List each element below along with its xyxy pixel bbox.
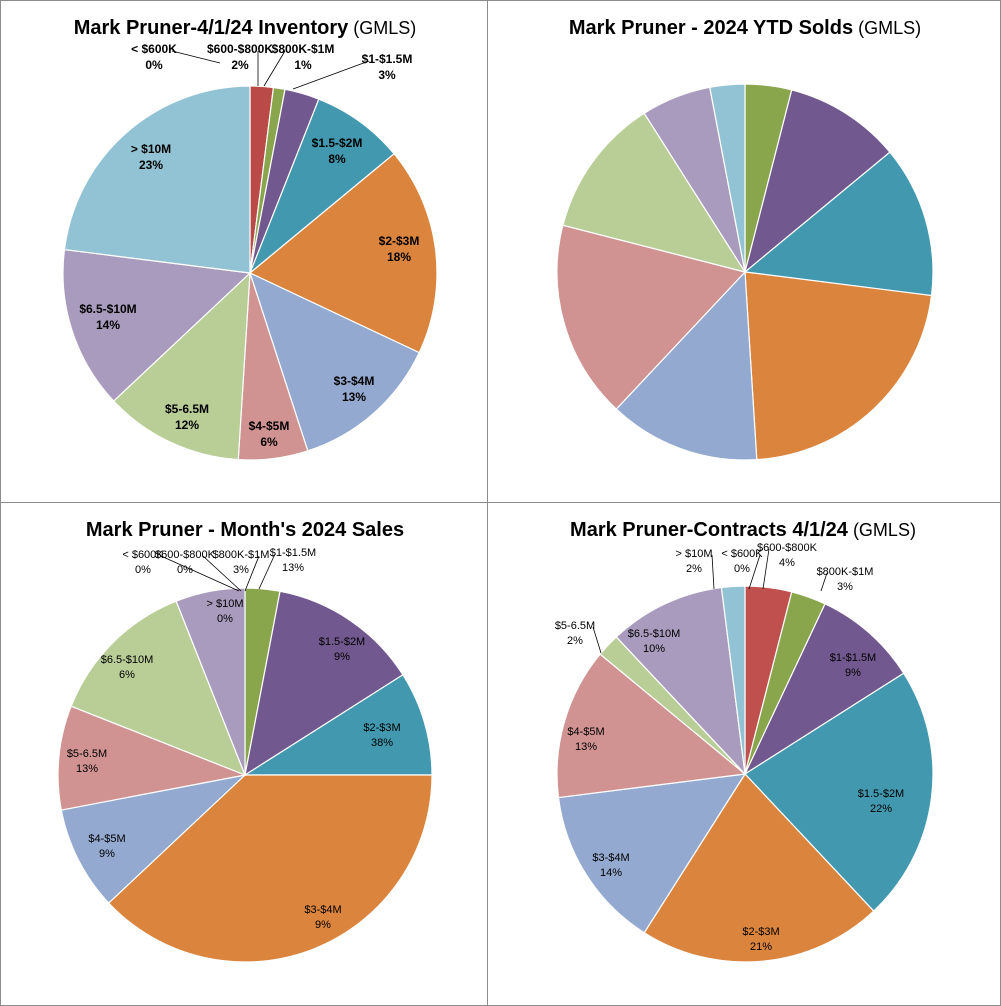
pie-slice-6-5-10m [62, 248, 252, 402]
pie-slice-5-6-5m [112, 271, 251, 461]
slice-label-2-3m: $2-$3M 21% [742, 926, 779, 953]
leader-line [748, 554, 761, 590]
pie-slice-1-1-5m [244, 590, 404, 777]
slice-label-800k-1m: $800K-$1M 1% [272, 42, 335, 72]
pie-slice-1-5-2m [743, 151, 934, 297]
pie-chart-contracts: Mark Pruner-Contracts 4/1/24 (GMLS) < $60… [555, 519, 934, 963]
leader-line [592, 626, 602, 654]
slice-label-600k: < $600K 0% [131, 42, 177, 72]
slice-label-1-5-2m: $1.5-$2M 22% [858, 788, 904, 815]
pie-slice-3-4m [557, 773, 747, 934]
slice-label-6-5-10m: $6.5-$10M 10% [628, 628, 681, 655]
chart-title: Mark Pruner-Contracts 4/1/24 (GMLS) [570, 519, 916, 541]
pie-slice-2-3m [107, 774, 433, 963]
slice-label-2-3m: $2-$3M 18% [379, 234, 420, 264]
slice-label-600-800k: $600-$800K 2% [207, 42, 273, 72]
pie-slice-2-3m [643, 773, 875, 963]
pie-slice-5-6-5m [562, 112, 747, 273]
pie-slice-4-5m [57, 705, 248, 811]
slice-label-1-1-5m: $1-$1.5M 3% [362, 52, 413, 82]
slice-label-5-6-5m: $5-6.5M 12% [165, 402, 209, 432]
pie-slice-3-4m [249, 271, 420, 452]
slice-label-600-800k: $600-$800K 0% [155, 549, 216, 576]
pie-slice-4-5m [556, 224, 747, 410]
chart-title: Mark Pruner - 2024 YTD Solds (GMLS) [569, 17, 921, 39]
slice-label-600k: < $600K 0% [122, 549, 164, 576]
chart-panel-month-sales: Mark Pruner - Month's 2024 Sales < $600K 0… [0, 502, 488, 1006]
pie-slice-1-5-2m [744, 672, 934, 912]
slice-label-1-5-2m: $1.5-$2M 8% [312, 136, 363, 166]
pie-slice-1-1-5m [743, 603, 905, 776]
leader-line [244, 555, 260, 592]
pie-slice-1-5-2m [249, 98, 395, 274]
pie-slice-2-3m [744, 271, 933, 461]
leader-line [820, 572, 828, 592]
leader-line [292, 60, 370, 90]
slice-label-3-4m: $3-$4M 13% [334, 374, 375, 404]
pie-slice-2-3m [248, 152, 438, 354]
pie-slice-1-1-5m [743, 89, 891, 274]
slice-label-10m: > $10M 0% [207, 598, 244, 625]
slice-label-1-5-2m: $1.5-$2M 9% [319, 636, 365, 663]
slice-label-4-5m: $4-$5M 6% [249, 419, 290, 449]
slice-label-6-5-10m: $6.5-$10M 6% [101, 654, 154, 681]
slice-label-10m: > $10M 2% [676, 548, 713, 575]
pie-slice-10m [709, 83, 746, 273]
chart-panel-ytd-solds: Mark Pruner - 2024 YTD Solds (GMLS)< $60… [487, 0, 1001, 503]
pie-slice-10m [720, 585, 746, 775]
slice-label-2-3m: $2-$3M 38% [363, 722, 400, 749]
slice-label-1-1-5m: $1-$1.5M 9% [830, 652, 876, 679]
pie-slice-6-5-10m [175, 587, 246, 776]
slice-label-600-800k: $600-$800K 4% [757, 542, 818, 569]
chart-title: Mark Pruner-4/1/24 Inventory (GMLS) [74, 17, 417, 39]
slice-label-3-4m: $3-$4M 9% [304, 904, 341, 931]
leader-line [263, 50, 286, 87]
slice-label-800k-1m: $800K-$1M 3% [817, 566, 874, 593]
pie-slice-1-5-2m [242, 673, 433, 776]
leader-line [258, 553, 276, 590]
pie-slice-6-5-10m [615, 586, 746, 776]
pie-slice-3-4m [60, 774, 247, 904]
pie-slice-3-4m [615, 270, 758, 461]
pie-chart-ytd-solds: Mark Pruner - 2024 YTD Solds (GMLS)< $60… [556, 17, 934, 461]
chart-title: Mark Pruner - Month's 2024 Sales [86, 519, 404, 541]
slice-label-4-5m: $4-$5M 9% [88, 833, 125, 860]
slice-label-6-5-10m: $6.5-$10M 14% [79, 302, 136, 332]
pie-chart-inventory: Mark Pruner-4/1/24 Inventory (GMLS) < $60… [62, 17, 438, 461]
leader-line [160, 555, 240, 592]
chart-panel-inventory: Mark Pruner-4/1/24 Inventory (GMLS) < $60… [0, 0, 488, 503]
slice-label-1-1-5m: $1-$1.5M 13% [270, 547, 316, 574]
pie-chart-month-sales: Mark Pruner - Month's 2024 Sales < $600K 0… [57, 519, 433, 963]
leader-line [762, 548, 770, 590]
slice-label-3-4m: $3-$4M 14% [592, 852, 629, 879]
pie-slice-4-5m [556, 653, 747, 799]
slice-label-600k: < $600K 0% [721, 548, 763, 575]
slice-label-10m: > $10M 23% [131, 142, 171, 172]
chart-panel-contracts: Mark Pruner-Contracts 4/1/24 (GMLS) < $60… [487, 502, 1001, 1006]
slice-label-4-5m: $4-$5M 13% [567, 726, 604, 753]
leader-line [171, 50, 221, 64]
pie-slice-10m [63, 85, 251, 274]
slice-label-5-6-5m: $5-6.5M 13% [67, 748, 107, 775]
slice-label-5-6-5m: $5-6.5M 2% [555, 620, 595, 647]
slice-label-800k-1m: $800K-$1M 3% [213, 549, 270, 576]
leader-line [202, 555, 242, 592]
leader-line [711, 554, 715, 590]
pie-slice-5-6-5m [70, 600, 247, 777]
